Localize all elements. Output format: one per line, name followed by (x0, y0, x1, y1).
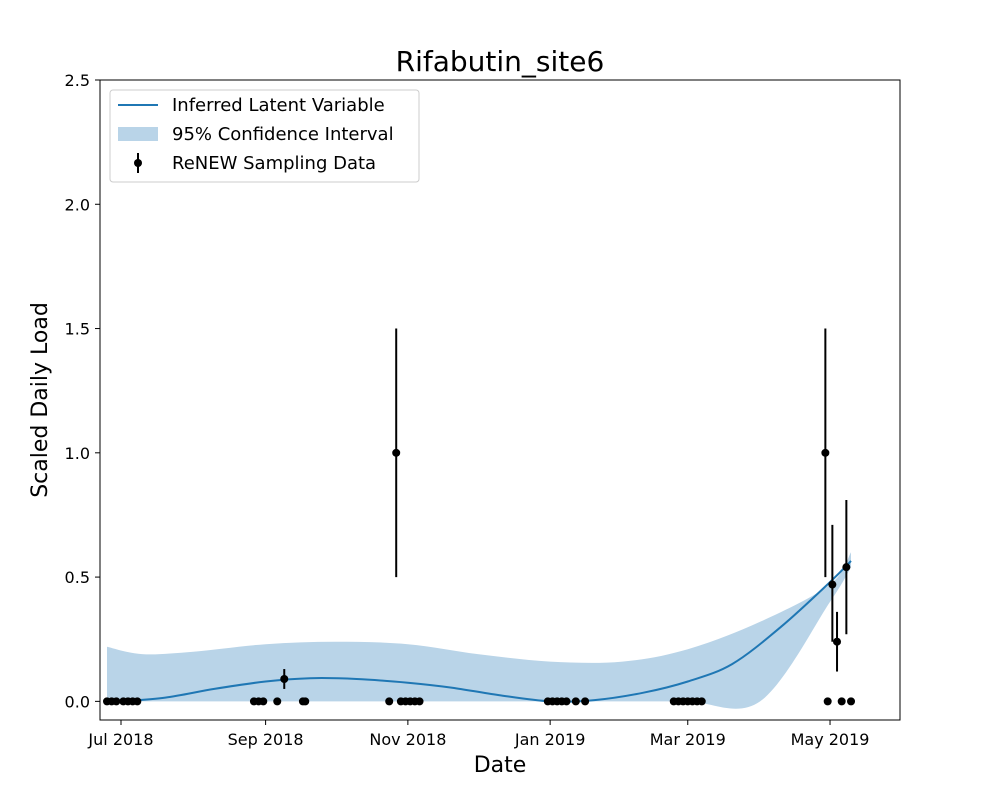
data-point (112, 697, 121, 706)
legend: Inferred Latent Variable 95% Confidence … (109, 89, 420, 183)
plot-frame (99, 79, 901, 721)
y-tick-label: 2.5 (65, 71, 90, 90)
y-axis: 0.0 0.5 1.0 1.5 2.0 2.5 (65, 71, 100, 711)
x-tick-label: Nov 2018 (369, 730, 446, 749)
x-tick-label: May 2019 (791, 730, 870, 749)
chart-title: Rifabutin_site6 (396, 45, 605, 78)
latent-variable-line (120, 560, 852, 703)
legend-band-swatch (118, 127, 158, 141)
confidence-band (107, 552, 851, 709)
legend-entry-ci: 95% Confidence Interval (172, 124, 394, 145)
data-point (823, 697, 832, 706)
y-axis-label: Scaled Daily Load (28, 302, 53, 498)
data-point (392, 448, 401, 457)
data-point (415, 697, 424, 706)
legend-point-swatch (134, 159, 142, 167)
y-tick-label: 2.0 (65, 195, 90, 214)
data-point (842, 563, 851, 572)
data-point (821, 448, 830, 457)
x-tick-label: Mar 2019 (650, 730, 726, 749)
data-point (273, 697, 282, 706)
y-tick-label: 1.5 (65, 320, 90, 339)
data-point (697, 697, 706, 706)
data-point (259, 697, 268, 706)
x-axis: Jul 2018 Sep 2018 Nov 2018 Jan 2019 Mar 2019… (87, 720, 869, 749)
x-tick-label: Sep 2018 (228, 730, 304, 749)
x-tick-label: Jan 2019 (514, 730, 585, 749)
data-point (571, 697, 580, 706)
data-point (385, 697, 394, 706)
data-point (847, 697, 856, 706)
data-point (301, 697, 310, 706)
legend-box (109, 89, 420, 183)
data-point (837, 697, 846, 706)
data-point (828, 580, 837, 589)
y-tick-label: 1.0 (65, 444, 90, 463)
data-point (562, 697, 571, 706)
y-tick-label: 0.0 (65, 692, 90, 711)
y-tick-label: 0.5 (65, 568, 90, 587)
x-axis-label: Date (474, 753, 527, 778)
data-point (833, 637, 842, 646)
legend-entry-data: ReNEW Sampling Data (172, 153, 376, 174)
data-point (280, 674, 289, 683)
data-point (581, 697, 590, 706)
x-tick-label: Jul 2018 (87, 730, 153, 749)
confidence-band-layer (107, 552, 851, 709)
latent-line-layer (120, 560, 852, 703)
data-point (133, 697, 142, 706)
sampling-points-layer (102, 328, 856, 706)
legend-entry-latent: Inferred Latent Variable (172, 95, 385, 116)
